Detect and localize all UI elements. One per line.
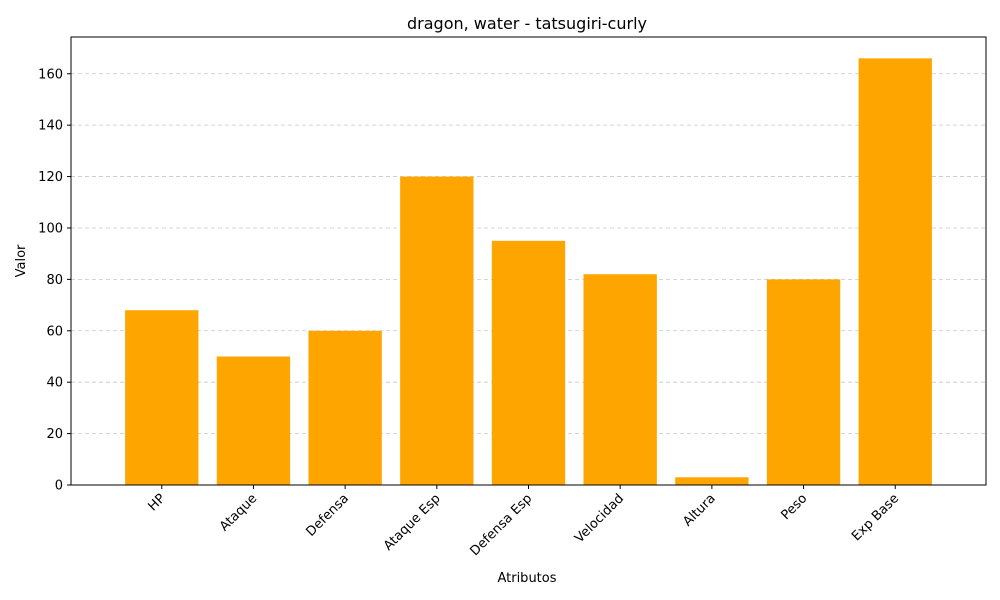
bar-velocidad [583,274,657,485]
x-tick-label: HP [146,491,169,514]
x-tick-label: Ataque [217,491,260,534]
y-tick-label: 80 [46,273,63,288]
bar-altura [675,477,749,485]
y-tick-label: 140 [38,119,63,134]
y-tick-label: 0 [55,479,63,494]
x-tick-label: Altura [680,491,718,529]
x-axis: HP Ataque Defensa Ataque Esp Defensa Esp Velo… [146,485,902,559]
x-tick-label: Defensa [303,491,351,539]
y-axis-label: Valor [14,244,29,277]
x-tick-label: Exp Base [849,491,902,544]
chart-title: dragon, water - tatsugiri-curly [407,14,647,33]
bar-exp-base [858,58,932,485]
y-tick-label: 60 [46,324,63,339]
y-tick-label: 160 [38,67,63,82]
x-tick-label: Ataque Esp [381,491,444,554]
y-tick-label: 120 [38,170,63,185]
bars [125,58,932,485]
x-axis-label: Atributos [497,571,556,586]
y-axis: 0 20 40 60 80 100 120 140 160 [38,67,71,494]
bar-ataque [216,356,291,485]
y-tick-label: 20 [46,427,63,442]
y-tick-label: 40 [46,376,63,391]
bar-ataque-esp [400,176,474,485]
x-tick-label: Peso [778,491,810,523]
x-tick-label: Velocidad [572,491,627,546]
bar-defensa-esp [491,240,566,485]
x-tick-label: Defensa Esp [467,491,535,559]
bar-defensa [308,330,382,485]
y-tick-label: 100 [38,221,63,236]
bar-peso [766,279,841,485]
bar-hp [125,310,199,485]
